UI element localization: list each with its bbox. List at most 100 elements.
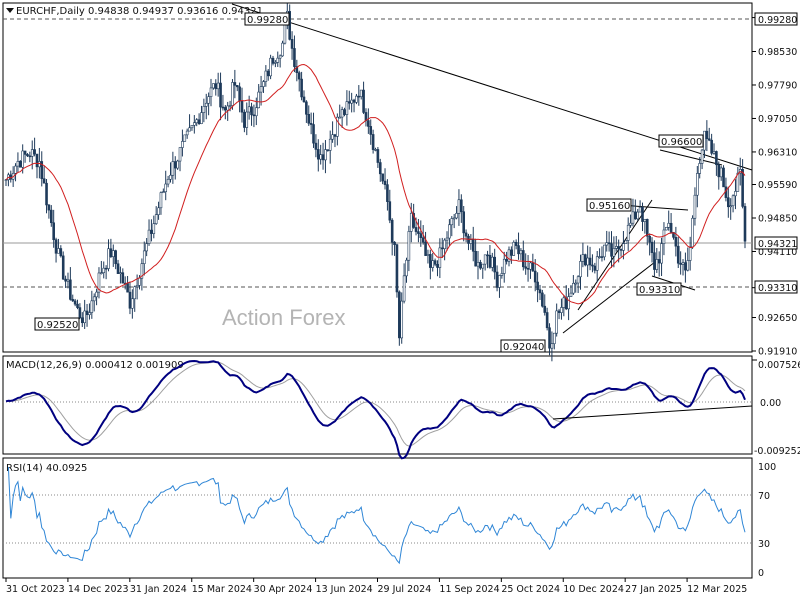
candle-body [228,105,232,107]
annotation-99280: 0.99280 [244,12,290,26]
time-axis-label: 31 Jan 2024 [130,584,187,595]
candle-body [481,263,485,269]
channel-lower-line [562,261,656,334]
candle-body [204,102,208,107]
candle-body [4,179,8,182]
watermark: Action Forex [222,305,346,330]
candle-body [119,272,122,274]
candle-body [195,119,199,124]
candle-body [83,310,86,324]
price-tag-99280: 0.99280 [754,12,798,26]
candle-body [450,218,454,226]
candle-body [302,96,306,103]
rsi-tick-0: 0 [758,568,764,579]
candle-body [676,245,680,264]
candle-body [448,224,451,239]
collapse-arrow-icon[interactable] [6,8,14,13]
time-axis-label: 30 Apr 2024 [254,584,313,595]
candle-body [226,105,229,111]
candle-body [276,57,280,63]
candle-body [479,261,482,269]
candles [4,3,747,362]
time-axis-label: 15 Mar 2024 [192,584,252,595]
candle-body [417,231,420,234]
candle-body [669,222,673,233]
candle-body [612,248,616,257]
candle-body [64,278,67,282]
candle-body [426,254,430,256]
candle-body [193,122,196,126]
candle-body [14,165,17,174]
candle-body [104,267,108,270]
candle-body [76,303,79,308]
candle-body [262,81,265,87]
candle-body [150,229,153,234]
macd-trendline [552,405,753,420]
macd-title: MACD(12,26,9) 0.000412 0.001909 [6,360,184,371]
candle-body [35,153,39,168]
candle-body [638,206,642,213]
candle-body [290,39,294,49]
candle-body [121,272,125,284]
moving-average-line [5,63,746,305]
candle-body [16,161,20,167]
candle-body [734,191,737,197]
candle-body [188,127,191,132]
candle-body [109,248,113,257]
candle-body [30,149,34,157]
candle-body [595,256,599,271]
candle-body [66,279,70,282]
candle-body [603,244,606,258]
candle-body [521,250,525,268]
candle-body [376,149,380,163]
candle-body [378,162,382,175]
candle-body [412,212,415,228]
candle-body [474,251,477,267]
candle-body [607,242,611,245]
candle-body [314,142,318,150]
candle-body [619,248,623,251]
candle-body [88,312,91,316]
price-tag-current-text: 0.94321 [758,239,797,250]
candle-body [641,206,644,222]
candle-body [171,161,175,176]
candle-body [557,310,561,313]
candle-body [274,62,277,64]
candle-body [359,89,363,98]
macd-zero-tag [755,396,797,408]
candle-body [719,167,723,178]
candle-body [464,232,468,237]
candle-body [255,107,258,117]
candle-body [531,262,535,272]
annotation-92520-text: 0.92520 [37,320,78,331]
candle-body [340,109,344,118]
candle-body [727,197,730,208]
candle-body [207,96,210,104]
candle-body [54,239,58,254]
candle-body [486,254,489,257]
macd-panel [2,355,753,455]
candle-body [393,241,396,246]
candle-body [131,298,134,309]
candle-body [166,178,170,185]
candle-body [500,273,504,276]
candle-body [707,138,711,141]
candle-body [240,100,244,113]
candle-body [736,172,740,192]
candle-body [176,160,179,169]
time-axis: 31 Oct 2023 14 Dec 2023 31 Jan 2024 15 Mar … [5,578,747,595]
candle-body [293,48,296,67]
candle-body [715,151,718,166]
annotation-92040: 0.92040 [500,339,546,353]
price-axis-label: 0.98530 [758,47,797,58]
candle-body [185,130,189,136]
candle-body [593,265,597,271]
candle-body [560,307,563,313]
candle-body [114,250,117,265]
price-axis-label: 0.92650 [758,313,797,324]
candle-body [626,224,630,241]
annotation-95160-text: 0.95160 [589,201,630,212]
candle-body [52,222,55,240]
candle-body [548,327,551,349]
